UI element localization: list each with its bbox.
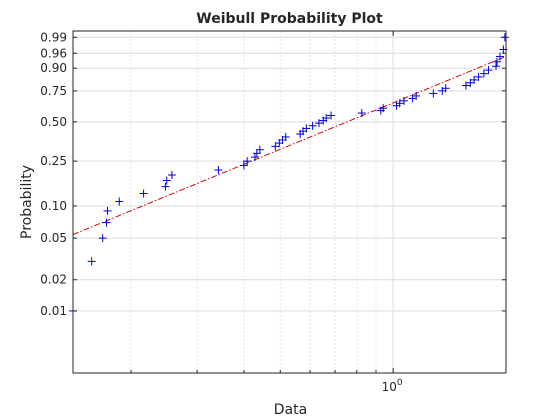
- x-axis-label: Data: [274, 402, 307, 418]
- data-point: [322, 114, 331, 123]
- data-point: [98, 234, 107, 243]
- chart-title: Weibull Probability Plot: [196, 11, 383, 27]
- y-tick-label: 0.02: [40, 273, 67, 287]
- axes-frame: [72, 30, 507, 374]
- data-point: [250, 153, 259, 162]
- data-point: [308, 121, 317, 130]
- data-point: [470, 75, 479, 84]
- data-point: [357, 109, 366, 118]
- data-point: [492, 62, 501, 71]
- y-tick-label: 0.90: [40, 61, 67, 75]
- y-tick-label: 0.50: [40, 115, 67, 129]
- data-point: [429, 89, 438, 98]
- data-point: [327, 111, 336, 120]
- data-point: [102, 218, 111, 227]
- data-point: [314, 119, 323, 128]
- data-point: [479, 69, 488, 78]
- fit-line: [72, 56, 507, 236]
- y-tick-label: 0.05: [40, 231, 67, 245]
- data-point: [162, 176, 171, 185]
- data-point: [484, 66, 493, 75]
- y-tick-label: 0.01: [40, 304, 67, 318]
- data-point: [395, 99, 404, 108]
- grid-lines: [73, 31, 506, 373]
- plot-area: [73, 31, 506, 373]
- y-tick-label: 0.96: [40, 46, 67, 60]
- data-point: [103, 206, 112, 215]
- data-point: [243, 157, 252, 166]
- y-tick-label: 0.25: [40, 154, 67, 168]
- y-tick-label: 0.99: [40, 30, 67, 44]
- data-point: [139, 189, 148, 198]
- x-tick-label: 100: [382, 378, 403, 394]
- data-point: [87, 257, 96, 266]
- data-point: [441, 84, 450, 93]
- data-point: [400, 96, 409, 105]
- data-point: [161, 182, 170, 191]
- data-point: [167, 171, 176, 180]
- data-point: [302, 124, 311, 133]
- y-tick-label: 0.75: [40, 84, 67, 98]
- data-point: [474, 72, 483, 81]
- data-point: [255, 145, 264, 154]
- data-point: [461, 81, 470, 90]
- data-point: [495, 52, 504, 61]
- data-point: [379, 104, 388, 113]
- data-point: [281, 132, 290, 141]
- y-tick-labels: 0.01 0.02 0.05 0.10 0.25 0.50 0.75 0.900.96 0.99: [40, 30, 506, 318]
- y-tick-label: 0.10: [40, 199, 67, 213]
- data-point: [271, 142, 280, 151]
- data-point: [493, 57, 502, 66]
- data-point: [239, 161, 248, 170]
- data-point: [115, 197, 124, 206]
- data-point: [412, 91, 421, 100]
- fit-line-layer: [72, 56, 507, 236]
- data-point: [214, 166, 223, 175]
- y-axis-label: Probability: [19, 165, 35, 239]
- x-tick-labels: 100: [130, 31, 403, 394]
